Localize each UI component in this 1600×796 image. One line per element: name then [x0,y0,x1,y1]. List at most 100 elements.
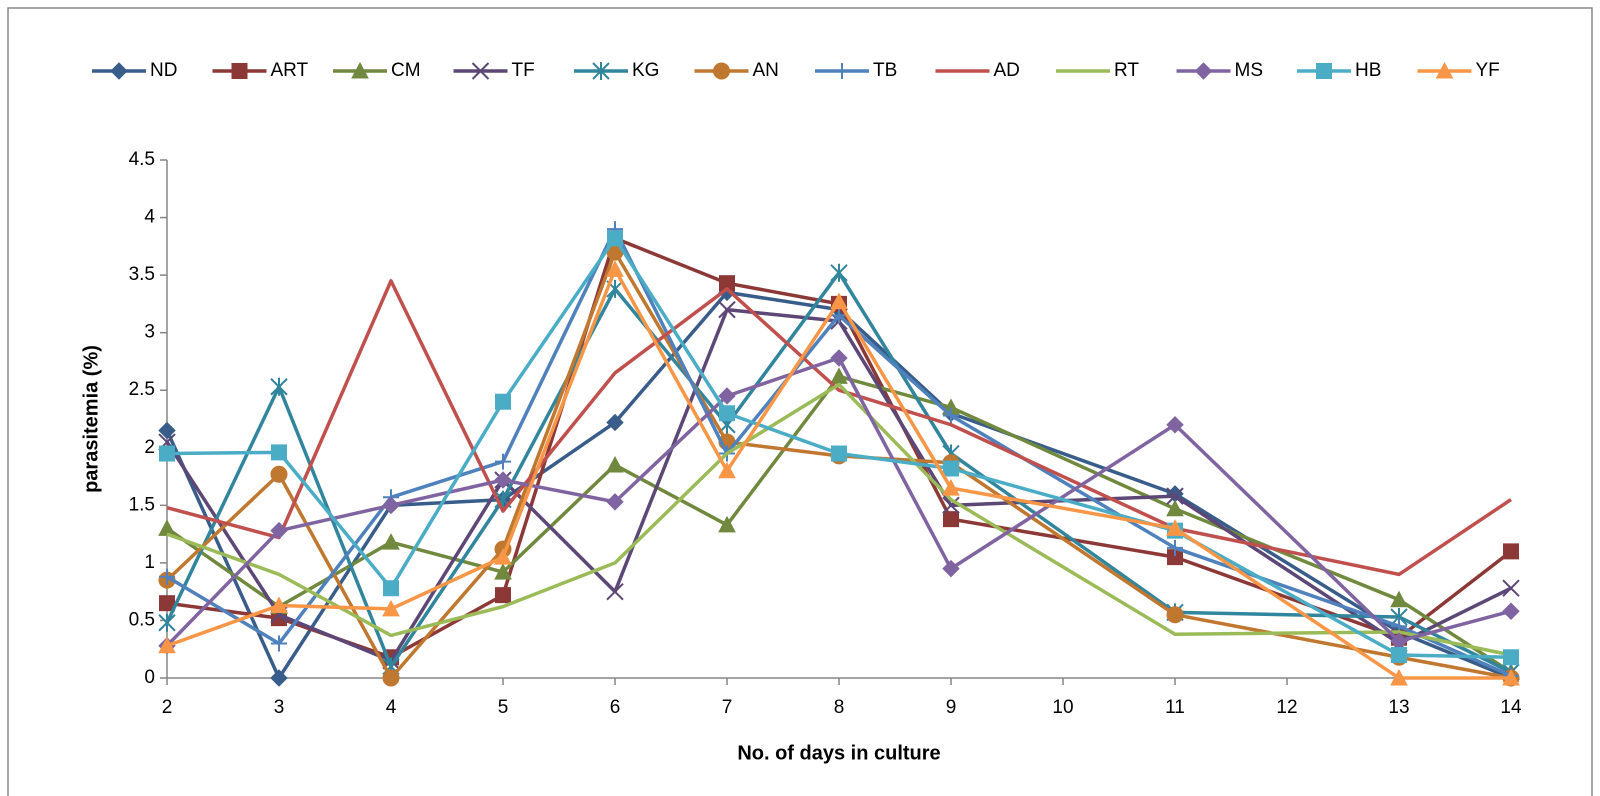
data-point [718,515,736,533]
data-point [1503,543,1519,560]
y-tick-label: 3.5 [129,264,155,285]
data-point [1166,519,1184,536]
x-axis-title: No. of days in culture [737,742,940,764]
data-point [158,636,176,654]
data-point [270,465,288,483]
data-point [943,460,959,477]
legend-marker [592,62,610,80]
legend-label: ND [150,60,177,81]
data-point [942,479,960,496]
legend-marker [834,63,850,79]
y-tick-label: 2.5 [129,379,155,400]
x-tick-label: 5 [498,697,509,718]
series-line [165,356,1512,647]
data-point [382,496,400,515]
x-tick-label: 10 [1052,697,1073,718]
legend-label: TF [512,60,535,81]
data-point [606,493,624,511]
legend-marker [231,63,248,79]
data-point [718,461,736,479]
data-point [606,413,624,432]
data-point [1167,539,1183,556]
data-point [606,455,624,473]
data-point [495,393,511,410]
chart-frame [7,7,1593,796]
legend-label: AN [753,60,779,81]
data-point [831,445,847,462]
data-point [495,587,511,604]
x-tick-label: 8 [834,697,845,718]
x-tick-label: 7 [722,697,733,718]
x-tick-label: 6 [610,697,621,718]
x-tick-label: 12 [1276,697,1297,718]
data-point [607,230,623,247]
y-tick-label: 1.5 [129,494,155,515]
y-tick-label: 0 [144,667,155,688]
data-point [494,471,512,489]
data-point [718,387,736,405]
y-tick-label: 4 [144,207,155,228]
data-point [383,580,399,597]
legend-marker [110,62,128,80]
data-point [942,559,960,578]
data-point [1502,602,1520,620]
data-point [830,263,848,282]
legend-label: MS [1235,60,1264,81]
data-point [1166,487,1184,505]
data-point [942,496,960,515]
legend-marker [471,62,490,80]
data-point [382,669,400,687]
data-point [382,533,400,550]
data-point [1166,499,1184,517]
data-point [159,568,175,585]
y-tick-label: 4.5 [129,149,155,170]
y-tick-label: 0.5 [129,609,155,630]
data-point [1166,416,1184,434]
x-tick-label: 11 [1165,697,1185,718]
data-point [1391,646,1407,663]
data-point [830,349,848,367]
data-point [943,511,959,528]
data-point [1502,668,1520,686]
legend-label: ART [271,60,309,81]
legend-label: TB [873,60,897,81]
data-point [270,521,288,540]
legend-label: KG [632,60,659,81]
data-point [719,405,735,422]
data-point [1503,649,1519,666]
legend-marker [1194,62,1213,80]
data-point [606,582,624,601]
x-tick-label: 9 [946,697,957,718]
data-point [943,407,959,424]
data-point [494,548,512,565]
data-point [494,563,512,580]
x-tick-label: 14 [1500,697,1522,718]
data-point [271,635,287,652]
data-point [159,445,175,462]
data-point [1390,668,1408,686]
legend-marker [713,62,730,80]
data-point [271,444,287,461]
data-point [270,377,288,396]
legend-label: CM [391,60,421,81]
y-axis-title: parasitemia (%) [80,345,102,493]
data-point [270,596,288,613]
data-point [830,292,848,310]
data-point [270,669,288,687]
data-point [1390,590,1408,608]
legend-label: RT [1114,60,1139,81]
data-point [831,307,847,324]
data-point [158,519,176,536]
y-tick-label: 3 [144,322,155,343]
legend-marker [351,61,369,79]
legend-label: HB [1355,60,1381,81]
x-tick-label: 4 [386,697,397,718]
data-point [158,421,176,440]
x-tick-label: 3 [274,697,285,718]
data-point [718,300,736,319]
legend-marker [1435,61,1454,79]
data-point [606,260,624,277]
y-tick-label: 1 [144,552,155,573]
legend-label: YF [1476,60,1500,81]
